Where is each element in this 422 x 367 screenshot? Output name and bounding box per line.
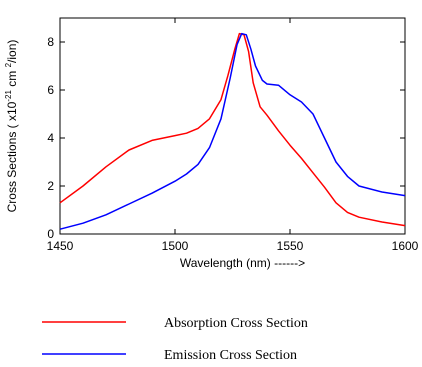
y-tick-label: 8 <box>47 35 54 49</box>
y-axis-label: Cross Sections ( x10-21 cm 2/ion) <box>4 40 19 213</box>
y-tick-label: 0 <box>47 227 54 241</box>
y-tick-label: 2 <box>47 179 54 193</box>
x-ticks: 1450 1500 1550 1600 <box>47 18 419 253</box>
x-tick-label: 1600 <box>392 239 419 253</box>
x-tick-label: 1550 <box>277 239 304 253</box>
legend: Absorption Cross Section Emission Cross S… <box>42 316 308 363</box>
legend-label: Emission Cross Section <box>164 348 297 363</box>
series-lines <box>59 32 406 230</box>
y-tick-label: 6 <box>47 83 54 97</box>
legend-label: Absorption Cross Section <box>164 316 308 331</box>
y-ticks: 0 2 4 6 8 <box>47 35 405 241</box>
x-tick-label: 1450 <box>47 239 74 253</box>
x-tick-label: 1500 <box>162 239 189 253</box>
absorption-series-line <box>59 32 406 227</box>
x-axis-label: Wavelength (nm) ------> <box>180 256 305 270</box>
emission-series-line <box>59 32 406 230</box>
y-tick-label: 4 <box>47 131 54 145</box>
plot-frame <box>59 17 406 235</box>
